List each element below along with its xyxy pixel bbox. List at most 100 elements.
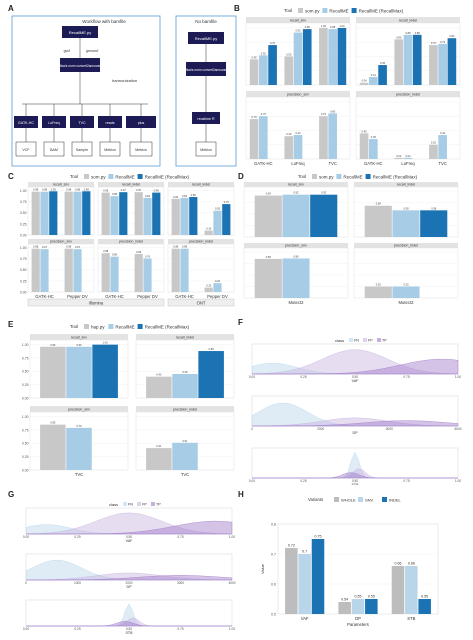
b-bar-value: 0.88 xyxy=(405,31,411,35)
h-ytick: 0.6 xyxy=(271,582,276,586)
e-facet-title: precision_snv xyxy=(68,408,90,412)
e-bar xyxy=(172,373,198,398)
f-density-area xyxy=(252,359,459,375)
c-bar-value: 0.97 xyxy=(75,245,81,249)
c-facet-strip xyxy=(98,182,164,187)
panel-g-label: G xyxy=(8,490,15,499)
d-bar-value: 0.92 xyxy=(293,191,299,195)
c-bar-value: 0.80 xyxy=(112,253,118,257)
b-bar-value: 0.42 xyxy=(295,131,301,135)
b-bar xyxy=(293,135,303,159)
e-legend-title: Tool xyxy=(70,324,78,329)
b-bar-value: 0.14 xyxy=(371,73,377,77)
c-bar-value: 0.82 xyxy=(173,195,179,199)
c-facet-strip xyxy=(28,182,94,187)
b-category-label: LoFreq xyxy=(401,161,415,166)
b-bar xyxy=(403,157,413,159)
d-bar-value: 0.86 xyxy=(293,254,299,258)
e-bar xyxy=(146,376,172,398)
c-facet-title: recall_indel xyxy=(192,183,210,187)
node-reads xyxy=(98,116,122,128)
e-bar-value: 0.96 xyxy=(76,343,82,347)
e-bar-value: 0.96 xyxy=(50,343,56,347)
f-xlabel: STB xyxy=(352,483,360,485)
d-facet-strip xyxy=(244,243,348,248)
b-bar-value: 0.04 xyxy=(362,79,368,83)
g-xtick: 0.50 xyxy=(126,627,132,631)
b-bar-value: 1.00 xyxy=(321,24,327,28)
g-density-area xyxy=(25,512,233,535)
c-group-label-1: ONT xyxy=(197,301,206,306)
c-bar-value: 0.98 xyxy=(173,245,179,249)
c-category-label: GATK-HC xyxy=(105,294,124,299)
d-facet-strip xyxy=(354,243,458,248)
c-bar-value: 0.97 xyxy=(121,188,127,192)
b-facet-strip xyxy=(356,17,460,23)
g-legend-title: class xyxy=(109,502,118,507)
e-bar xyxy=(92,344,118,398)
e-ytick: 0.25 xyxy=(22,455,29,459)
c-bar xyxy=(101,253,110,292)
h-bar-value: 0.55 xyxy=(421,595,428,599)
f-xtick: 0.50 xyxy=(352,479,358,483)
f-xtick: 1.00 xyxy=(455,375,461,379)
panel-f-label: F xyxy=(238,318,243,327)
c-legend-label-0: som.py xyxy=(91,175,106,180)
e-legend-swatch-1 xyxy=(108,324,114,329)
d-bar xyxy=(392,286,420,298)
c-bar xyxy=(119,192,128,235)
c-ytick: 0.50 xyxy=(20,268,27,272)
e-ytick: 0.75 xyxy=(22,356,29,360)
c-bar xyxy=(171,198,180,235)
f-xtick: 0 xyxy=(251,427,253,431)
node-recallme-label: RecallME.py xyxy=(69,30,91,35)
doc-metrics xyxy=(99,141,121,157)
g-xlabel: VAF xyxy=(126,539,134,543)
panel-d-label: D xyxy=(238,172,244,181)
g-legend-swatch xyxy=(151,502,155,506)
g-xtick: 4000 xyxy=(228,581,235,585)
doc-sample-label: Sample xyxy=(76,148,88,152)
b-bar-value: 0.75 xyxy=(261,112,267,116)
h-bar-value: 0.55 xyxy=(355,595,362,599)
b-category-label: GATK-HC xyxy=(254,161,273,166)
c-bar-value: 0.84 xyxy=(145,194,151,198)
b-bar xyxy=(429,144,438,159)
c-bar xyxy=(82,191,91,235)
e-category-label: TVC xyxy=(75,472,83,477)
h-ytick: 0.7 xyxy=(271,552,276,556)
e-ytick: 0.50 xyxy=(22,442,29,446)
c-bar-value: 0.99 xyxy=(84,187,90,191)
c-facet-strip xyxy=(168,182,234,187)
c-bar-value: 0.98 xyxy=(42,188,48,192)
b-bar-value: 0.98 xyxy=(330,25,336,29)
b-bar xyxy=(369,139,378,159)
c-legend-swatch-1 xyxy=(108,174,114,179)
c-bar-value: 0.98 xyxy=(33,188,39,192)
d-bar xyxy=(310,194,338,237)
h-legend-swatch xyxy=(334,497,339,502)
g-legend-label: FP xyxy=(142,503,147,507)
workflow-box-bam xyxy=(11,15,161,167)
e-ytick: 0.25 xyxy=(22,383,29,387)
b-legend-swatch-1 xyxy=(322,8,328,13)
h-legend-label: SNV xyxy=(365,498,374,503)
b-legend-swatch-0 xyxy=(298,8,303,13)
h-bar-value: 0.7 xyxy=(302,550,307,554)
e-bar-value: 0.79 xyxy=(76,424,82,428)
e-legend-label-0: hap.py xyxy=(91,325,105,330)
f-xtick: 2000 xyxy=(317,427,324,431)
f-legend-swatch xyxy=(363,338,367,342)
d-bar-value: 0.58 xyxy=(403,206,409,210)
b-bar-value: 0.50 xyxy=(286,52,292,56)
c-bar xyxy=(73,191,82,235)
g-xtick: 0.75 xyxy=(177,627,183,631)
b-bar-value: 0.42 xyxy=(440,131,446,135)
b-bar-value: 0.45 xyxy=(362,129,368,133)
h-bar-value: 0.66 xyxy=(395,562,402,566)
node-bcftools-2-label: bcftools norm convert2annovar.pl xyxy=(183,68,230,72)
e-bar xyxy=(40,346,66,398)
doc-vcf xyxy=(15,141,37,157)
d-bar-value: 0.92 xyxy=(321,191,327,195)
f-xtick: 4000 xyxy=(386,427,393,431)
